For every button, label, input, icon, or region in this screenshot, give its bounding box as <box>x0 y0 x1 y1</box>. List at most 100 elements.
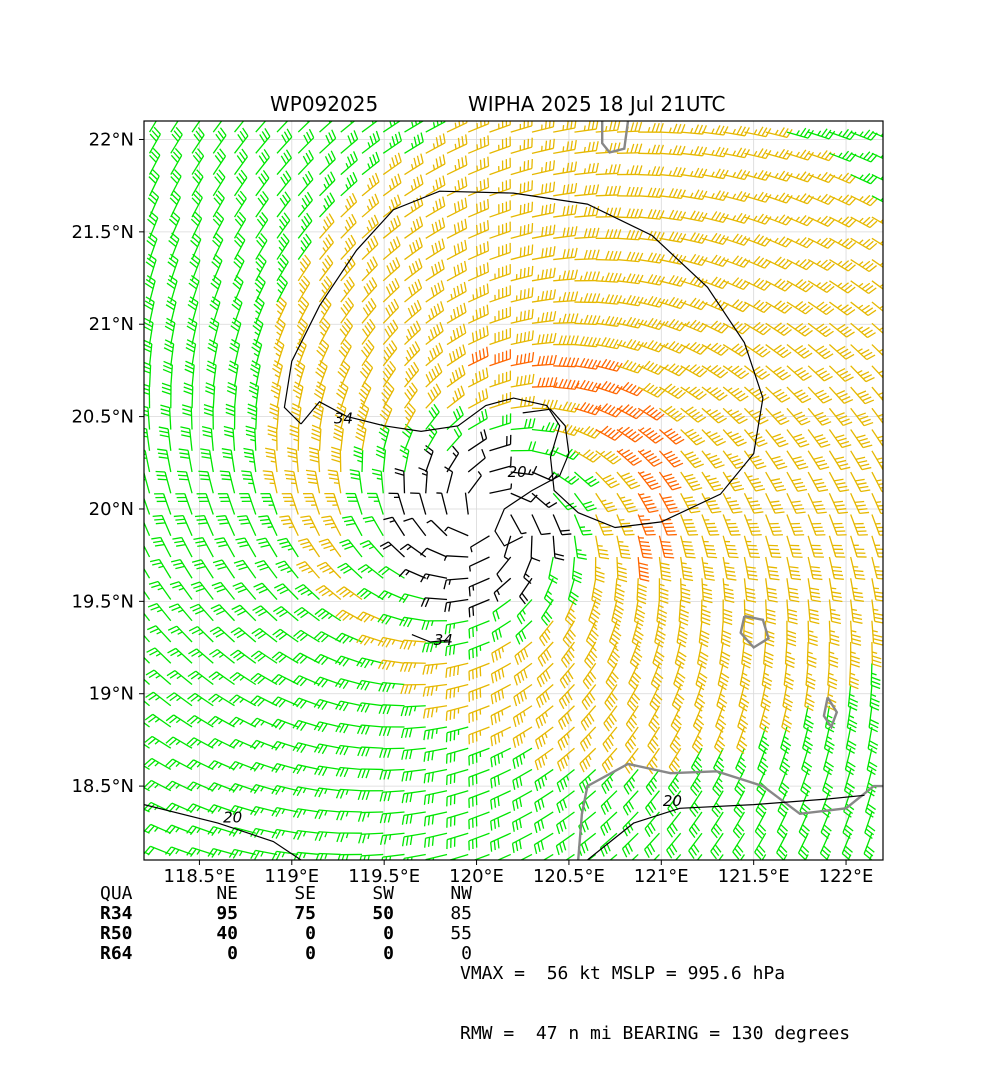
wind-barb <box>511 441 536 450</box>
wind-barb <box>672 684 684 711</box>
wind-barb <box>702 578 712 602</box>
radii-row-r64: R64 0 0 0 0 <box>100 944 472 964</box>
wind-barb <box>447 345 465 366</box>
wind-barb <box>872 281 897 294</box>
wind-barb <box>511 330 534 344</box>
wind-barb <box>425 812 447 826</box>
wind-barb <box>298 192 312 217</box>
wind-barb <box>608 642 620 668</box>
wind-barb <box>787 493 806 513</box>
wind-barb <box>445 527 469 536</box>
wind-barb <box>192 560 213 578</box>
wind-barb <box>758 748 768 775</box>
wind-barb <box>230 695 256 706</box>
wind-barb <box>169 604 192 621</box>
wind-barb <box>581 727 596 751</box>
wind-barb <box>358 769 383 778</box>
x-tick-label: 121.5°E <box>718 866 790 887</box>
wind-barb <box>659 472 681 490</box>
wind-barb <box>180 427 192 451</box>
wind-barb <box>659 451 682 467</box>
wind-barb <box>149 582 171 600</box>
wind-barb <box>681 451 704 468</box>
wind-barb <box>249 382 259 408</box>
wind-barb <box>389 493 405 514</box>
wind-barb <box>574 250 599 260</box>
radii-value: 0 <box>316 924 394 944</box>
wind-barb <box>403 833 426 846</box>
wind-barb <box>315 810 341 819</box>
wind-barb <box>424 706 447 719</box>
wind-barb <box>553 336 578 345</box>
wind-barb <box>489 222 510 239</box>
wind-barb <box>444 556 468 561</box>
wind-barb <box>492 642 511 662</box>
wind-barb <box>553 472 579 484</box>
wind-barb <box>489 484 511 494</box>
wind-barb <box>625 748 639 773</box>
y-tick-label: 18.5°N <box>71 776 134 797</box>
wind-barb <box>667 812 681 837</box>
wind-barb <box>872 451 892 470</box>
wind-barb <box>532 377 557 387</box>
wind-barb <box>532 139 554 153</box>
wind-barb <box>645 833 660 858</box>
wind-barb <box>596 164 620 174</box>
wind-barb <box>447 324 466 345</box>
wind-barb <box>851 451 872 470</box>
wind-barb <box>744 214 771 224</box>
wind-barb <box>511 418 535 429</box>
wind-barb <box>447 791 468 807</box>
wind-barb <box>723 451 745 469</box>
wind-barb <box>617 122 642 132</box>
wind-barb <box>723 256 750 268</box>
wind-barb <box>123 802 149 812</box>
wind-barb <box>425 833 447 847</box>
wind-barb <box>425 854 447 869</box>
radii-label: R64 <box>100 944 160 964</box>
wind-barb <box>241 471 256 493</box>
wind-barb <box>282 494 299 515</box>
wind-barb <box>341 130 358 153</box>
wind-barb <box>851 578 864 601</box>
wind-barb <box>872 515 889 536</box>
wind-barb <box>383 517 404 535</box>
wind-barb <box>657 600 667 626</box>
wind-barb <box>532 515 551 535</box>
wind-barb <box>423 684 447 696</box>
wind-barb <box>851 302 876 315</box>
wind-barb <box>829 345 854 360</box>
wind-barb <box>296 562 319 579</box>
wind-barb <box>468 262 488 280</box>
wind-barb <box>314 632 340 642</box>
wind-barb <box>125 670 150 685</box>
contour-label: 20 <box>663 792 682 810</box>
wind-barb <box>695 684 705 711</box>
summary-line-vmax-mslp: VMAX = 56 kt MSLP = 995.6 hPa <box>460 964 850 984</box>
wind-barb <box>766 430 789 447</box>
wind-barb <box>336 767 362 776</box>
y-tick-label: 20°N <box>89 499 134 520</box>
wind-barb <box>659 515 676 536</box>
wind-barb <box>379 567 405 579</box>
wind-barb <box>447 261 466 281</box>
wind-barb <box>424 748 447 762</box>
wind-barb <box>256 149 270 174</box>
x-tick-label: 120.5°E <box>533 866 605 887</box>
wind-barb <box>787 430 809 447</box>
wind-barb <box>469 600 489 618</box>
wind-barb <box>468 178 488 196</box>
wind-barb <box>701 600 710 625</box>
wind-barb <box>447 446 459 472</box>
wind-barb <box>744 451 766 469</box>
wind-barb <box>168 626 192 642</box>
wind-barb <box>372 469 383 493</box>
wind-barb <box>210 627 235 642</box>
wind-barb <box>400 544 426 557</box>
wind-barb <box>300 516 319 536</box>
radii-value: 40 <box>160 924 238 944</box>
wind-barb <box>842 833 852 860</box>
wind-barb <box>298 539 319 557</box>
